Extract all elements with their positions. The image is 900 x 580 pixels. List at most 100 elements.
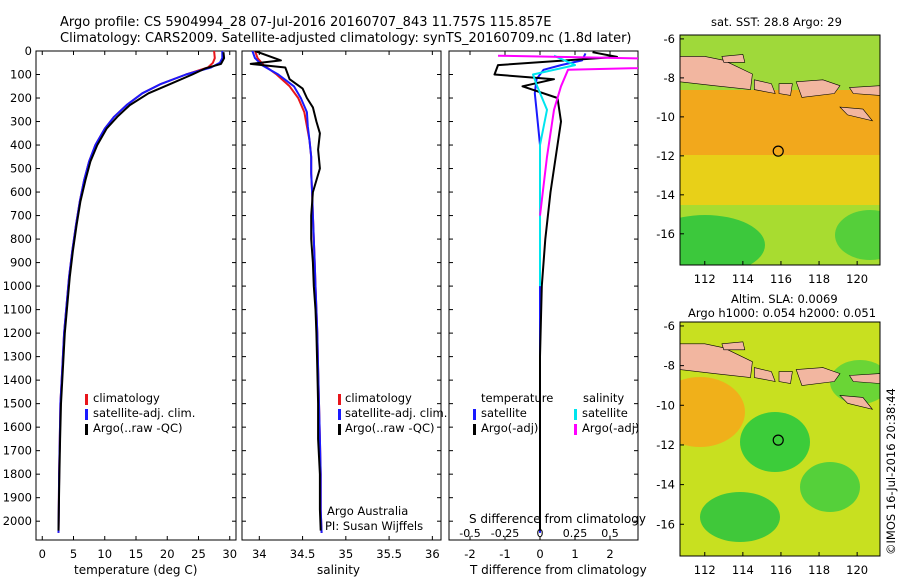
depth-tick-label: 1700 <box>3 444 32 458</box>
sst-map-title: sat. SST: 28.8 Argo: 29 <box>711 15 842 29</box>
lon-tick-label: 118 <box>808 272 830 286</box>
lon-tick-label: 116 <box>770 563 792 577</box>
lon-tick-label: 116 <box>770 272 792 286</box>
lon-tick-label: 120 <box>846 563 868 577</box>
temperature-xtick-label: 5 <box>70 547 77 561</box>
s-diff-tick-label: -0.5 <box>459 527 480 540</box>
t-difference-axis-label: T difference from climatology <box>470 563 647 577</box>
temperature-xtick-label: 25 <box>191 547 206 561</box>
sla-map-title-line-1: Altim. SLA: 0.0069 <box>731 292 838 306</box>
salinity-xtick-label: 35 <box>339 547 354 561</box>
panel-differences: -2 -1 0 1 2 -0.5 -0.25 0 0.25 0.5 <box>448 50 639 561</box>
sla-map-frame <box>679 321 881 557</box>
temperature-series-group <box>57 51 226 533</box>
temperature-xtick-label: 15 <box>129 547 144 561</box>
lon-tick-label: 112 <box>694 272 716 286</box>
depth-tick-label: 1400 <box>3 373 32 387</box>
sst-map-field <box>680 35 880 265</box>
s-diff-tick-label: 0.5 <box>601 527 619 540</box>
argo-position-marker <box>772 145 784 157</box>
land-polygon <box>753 367 776 382</box>
depth-tick-label: 1100 <box>3 303 32 317</box>
title-line-2: Climatology: CARS2009. Satellite-adjuste… <box>60 31 632 46</box>
legend-swatch-climatology <box>85 394 88 405</box>
depth-tick-label: 700 <box>10 209 32 223</box>
lat-tick-label: -14 <box>656 188 675 202</box>
sla-map-field <box>680 322 880 556</box>
temperature-xtick-label: 10 <box>97 547 112 561</box>
s-difference-axis-label: S difference from climatology <box>469 512 646 526</box>
legend-swatch-argo <box>85 424 88 435</box>
s-diff-tick-label: 0.25 <box>563 527 588 540</box>
sla-low <box>700 492 780 542</box>
differences-xtick-label: -1 <box>499 547 510 561</box>
land-polygon <box>721 54 746 63</box>
s-diff-tick-label: 0 <box>537 527 544 540</box>
diff-legend-sal-argo: Argo(-adj) <box>582 421 640 435</box>
salinity-series-2 <box>249 51 322 531</box>
depth-tick-label: 1300 <box>3 350 32 364</box>
lat-tick-label: -16 <box>656 517 675 531</box>
sst-map-frame <box>679 34 881 266</box>
sla-low <box>740 412 810 472</box>
land-polygon <box>839 106 874 122</box>
lon-tick-label: 120 <box>846 272 868 286</box>
diff-legend-temperature-title: temperature <box>481 391 554 405</box>
sst-cool-patch <box>835 210 880 260</box>
temperature-series-2 <box>57 52 226 531</box>
salinity-series-group <box>249 51 323 533</box>
lat-tick-label: -14 <box>656 478 675 492</box>
sla-high <box>680 377 745 447</box>
legend-swatch-sal-satellite <box>574 409 577 420</box>
depth-tick-label: 1000 <box>3 279 32 293</box>
depth-tick-label: 500 <box>10 162 32 176</box>
depth-tick-label: 900 <box>10 256 32 270</box>
depth-tick-label: 200 <box>10 91 32 105</box>
legend-swatch-satellite <box>85 409 88 420</box>
legend-swatch-temp-satellite <box>473 409 476 420</box>
s-diff-tick-label: -0.25 <box>491 527 519 540</box>
salinity-frame <box>241 50 442 541</box>
sst-cool-patch <box>680 215 765 265</box>
lat-tick-label: -8 <box>664 359 675 373</box>
differences-xtick-label: -2 <box>464 547 475 561</box>
pi-annotation: PI: Susan Wijffels <box>325 519 424 533</box>
legend-swatch-sal-argo <box>574 424 577 435</box>
legend-swatch-temp-argo <box>473 424 476 435</box>
lat-tick-label: -6 <box>664 319 675 333</box>
salinity-axis-label: salinity <box>317 563 361 577</box>
temperature-xtick-label: 20 <box>160 547 175 561</box>
depth-tick-label: 1600 <box>3 420 32 434</box>
depth-tick-label: 300 <box>10 115 32 129</box>
differences-xtick-label: 1 <box>571 547 578 561</box>
salinity-xtick-label: 34.5 <box>290 547 316 561</box>
imos-credit: ©IMOS 16-Jul-2016 20:38:44 <box>884 388 898 555</box>
lon-tick-label: 118 <box>808 563 830 577</box>
diff-legend-salinity-title: salinity <box>583 391 625 405</box>
diff-legend-temp-satellite: satellite <box>481 406 527 420</box>
lat-tick-label: -12 <box>656 438 675 452</box>
differences-xtick-label: 0 <box>536 547 543 561</box>
legend-swatch-satellite <box>338 409 341 420</box>
depth-tick-label: 800 <box>10 232 32 246</box>
diff-legend-sal-satellite: satellite <box>582 406 628 420</box>
lat-tick-label: -6 <box>664 32 675 46</box>
lat-tick-label: -16 <box>656 227 675 241</box>
depth-tick-label: 100 <box>10 68 32 82</box>
lon-tick-label: 114 <box>732 272 754 286</box>
argo-position-marker <box>772 434 784 446</box>
lon-tick-label: 112 <box>694 563 716 577</box>
temp-legend-satellite: satellite-adj. clim. <box>93 406 196 420</box>
lon-tick-label: 114 <box>732 563 754 577</box>
land-polygon <box>848 85 880 96</box>
depth-tick-label: 0 <box>25 44 32 58</box>
differences-series-1 <box>493 51 618 531</box>
lat-tick-label: -10 <box>656 110 675 124</box>
temperature-frame <box>35 50 237 541</box>
lat-tick-label: -12 <box>656 149 675 163</box>
land-polygon <box>753 79 776 94</box>
depth-tick-label: 600 <box>10 185 32 199</box>
diff-legend-temp-argo: Argo(-adj) <box>481 421 539 435</box>
sla-low <box>800 462 860 512</box>
